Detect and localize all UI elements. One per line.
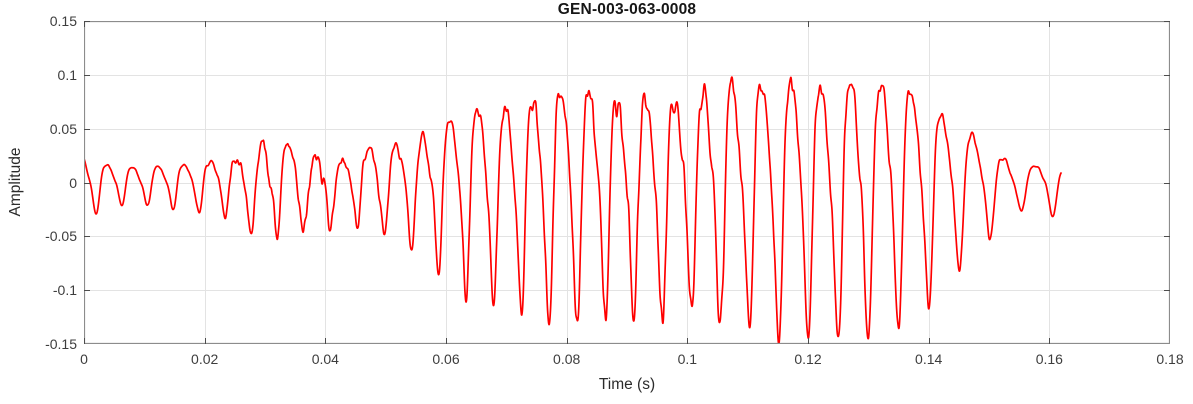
y-tick-label: 0 [69, 174, 77, 191]
y-tick-label: 0.15 [49, 13, 77, 29]
y-tick-label: -0.1 [52, 282, 77, 299]
x-tick-label: 0.1 [677, 351, 698, 367]
x-tick-label: 0.12 [794, 351, 822, 367]
y-tick-label: -0.05 [45, 228, 77, 245]
x-tick-label: 0.14 [915, 351, 943, 367]
x-tick-label: 0.16 [1035, 351, 1063, 367]
x-axis-label: Time (s) [598, 376, 656, 393]
y-tick-label: 0.05 [49, 120, 77, 137]
x-tick-label: 0.18 [1156, 351, 1184, 367]
y-tick-label: 0.1 [57, 66, 77, 83]
x-tick-label: 0.02 [191, 351, 219, 367]
x-tick-label: 0.06 [432, 351, 460, 367]
waveform-plot [84, 21, 1170, 344]
x-tick-label: 0.08 [553, 351, 581, 367]
y-tick-label: -0.15 [45, 336, 77, 352]
x-tick-label: 0.04 [311, 351, 339, 367]
x-tick-label: 0 [80, 351, 88, 367]
plot-title: GEN-003-063-0008 [557, 1, 697, 18]
